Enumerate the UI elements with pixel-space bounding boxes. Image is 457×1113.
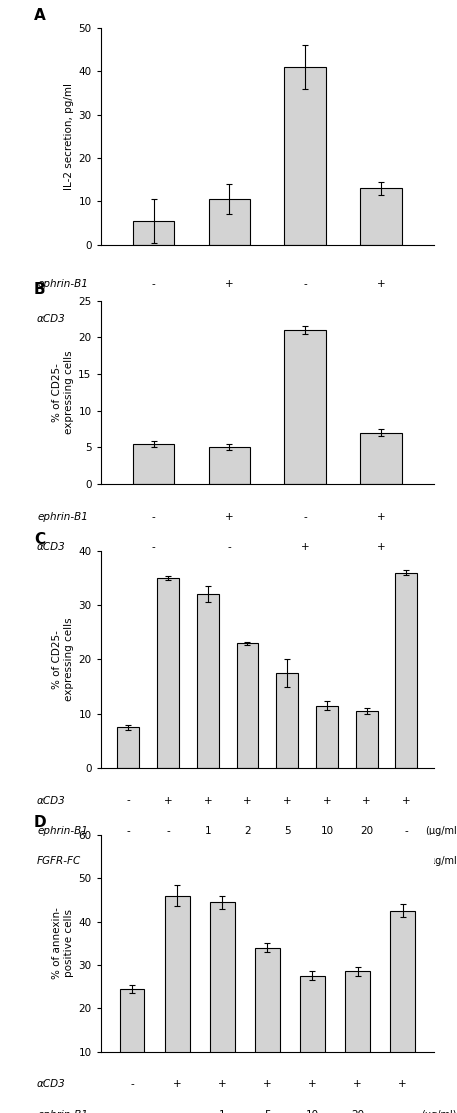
Bar bbox=[255, 947, 280, 1095]
Text: -: - bbox=[127, 856, 130, 866]
Bar bbox=[276, 673, 298, 768]
Text: αCD3: αCD3 bbox=[37, 1080, 66, 1090]
Bar bbox=[133, 444, 175, 484]
Text: 20: 20 bbox=[351, 1110, 364, 1113]
Text: (μg/ml): (μg/ml) bbox=[421, 1110, 457, 1113]
Text: -: - bbox=[130, 1110, 134, 1113]
Text: -: - bbox=[285, 856, 289, 866]
Text: -: - bbox=[206, 856, 210, 866]
Bar bbox=[208, 199, 250, 245]
Text: ephrin-B1: ephrin-B1 bbox=[37, 1110, 88, 1113]
Text: -: - bbox=[127, 826, 130, 836]
Text: +: + bbox=[243, 796, 252, 806]
Bar bbox=[120, 988, 144, 1095]
Text: αCD3: αCD3 bbox=[37, 542, 66, 552]
Bar bbox=[284, 67, 326, 245]
Bar bbox=[208, 447, 250, 484]
Text: FGFR-FC: FGFR-FC bbox=[37, 856, 81, 866]
Bar bbox=[237, 643, 258, 768]
Bar bbox=[133, 221, 175, 245]
Text: -: - bbox=[130, 1080, 134, 1090]
Bar bbox=[300, 976, 325, 1095]
Bar bbox=[360, 188, 402, 245]
Text: +: + bbox=[225, 512, 234, 522]
Text: 10: 10 bbox=[306, 1110, 319, 1113]
Text: -: - bbox=[152, 279, 155, 289]
Text: -: - bbox=[152, 542, 155, 552]
Text: 10: 10 bbox=[320, 826, 334, 836]
Text: B: B bbox=[34, 282, 45, 297]
Text: A: A bbox=[34, 9, 46, 23]
Text: 5: 5 bbox=[284, 826, 291, 836]
Text: -: - bbox=[365, 856, 368, 866]
Text: +: + bbox=[323, 796, 331, 806]
Text: +: + bbox=[173, 1080, 181, 1090]
Text: -: - bbox=[245, 856, 250, 866]
Text: C: C bbox=[34, 532, 45, 546]
Text: +: + bbox=[203, 796, 212, 806]
Bar bbox=[395, 572, 417, 768]
Text: -: - bbox=[127, 796, 130, 806]
Text: +: + bbox=[377, 314, 385, 324]
Text: +: + bbox=[353, 1080, 362, 1090]
Bar bbox=[345, 972, 370, 1095]
Text: +: + bbox=[283, 796, 292, 806]
Text: -: - bbox=[303, 279, 307, 289]
Text: +: + bbox=[402, 796, 411, 806]
Text: ephrin-B1: ephrin-B1 bbox=[37, 512, 88, 522]
Text: +: + bbox=[399, 1080, 407, 1090]
Text: +: + bbox=[377, 279, 385, 289]
Text: +: + bbox=[225, 279, 234, 289]
Text: -: - bbox=[228, 542, 231, 552]
Y-axis label: IL-2 secretion, pg/ml: IL-2 secretion, pg/ml bbox=[64, 82, 74, 190]
Bar bbox=[284, 329, 326, 484]
Text: +: + bbox=[377, 542, 385, 552]
Text: -: - bbox=[325, 856, 329, 866]
Text: αCD3: αCD3 bbox=[37, 796, 66, 806]
Bar bbox=[165, 896, 190, 1095]
Text: +: + bbox=[301, 542, 309, 552]
Text: -: - bbox=[404, 826, 408, 836]
Y-axis label: % of CD25-
expressing cells: % of CD25- expressing cells bbox=[52, 618, 74, 701]
Bar bbox=[197, 594, 219, 768]
Bar bbox=[390, 910, 415, 1095]
Bar bbox=[356, 711, 377, 768]
Text: -: - bbox=[166, 826, 170, 836]
Text: +: + bbox=[362, 796, 371, 806]
Y-axis label: % of CD25-
expressing cells: % of CD25- expressing cells bbox=[52, 351, 74, 434]
Text: D: D bbox=[34, 816, 47, 830]
Bar bbox=[360, 433, 402, 484]
Text: +: + bbox=[263, 1080, 271, 1090]
Text: 1: 1 bbox=[204, 826, 211, 836]
Bar bbox=[210, 902, 234, 1095]
Text: -: - bbox=[152, 512, 155, 522]
Text: ephrin-B1: ephrin-B1 bbox=[37, 279, 88, 289]
Text: +: + bbox=[218, 1080, 227, 1090]
Text: -: - bbox=[228, 314, 231, 324]
Bar bbox=[316, 706, 338, 768]
Text: (μg/ml): (μg/ml) bbox=[425, 826, 457, 836]
Text: (μg/ml): (μg/ml) bbox=[425, 856, 457, 866]
Text: 10: 10 bbox=[400, 856, 413, 866]
Text: 20: 20 bbox=[360, 826, 373, 836]
Text: -: - bbox=[152, 314, 155, 324]
Text: -: - bbox=[166, 856, 170, 866]
Text: 5: 5 bbox=[264, 1110, 271, 1113]
Text: +: + bbox=[377, 512, 385, 522]
Text: +: + bbox=[164, 796, 172, 806]
Text: -: - bbox=[401, 1110, 404, 1113]
Text: +: + bbox=[308, 1080, 317, 1090]
Text: -: - bbox=[175, 1110, 179, 1113]
Text: +: + bbox=[301, 314, 309, 324]
Text: 1: 1 bbox=[219, 1110, 226, 1113]
Y-axis label: % of annexin-
positive cells: % of annexin- positive cells bbox=[52, 907, 74, 979]
Text: αCD3: αCD3 bbox=[37, 314, 66, 324]
Text: ephrin-B1: ephrin-B1 bbox=[37, 826, 88, 836]
Text: 2: 2 bbox=[244, 826, 251, 836]
Bar bbox=[157, 578, 179, 768]
Bar bbox=[117, 727, 139, 768]
Text: -: - bbox=[303, 512, 307, 522]
